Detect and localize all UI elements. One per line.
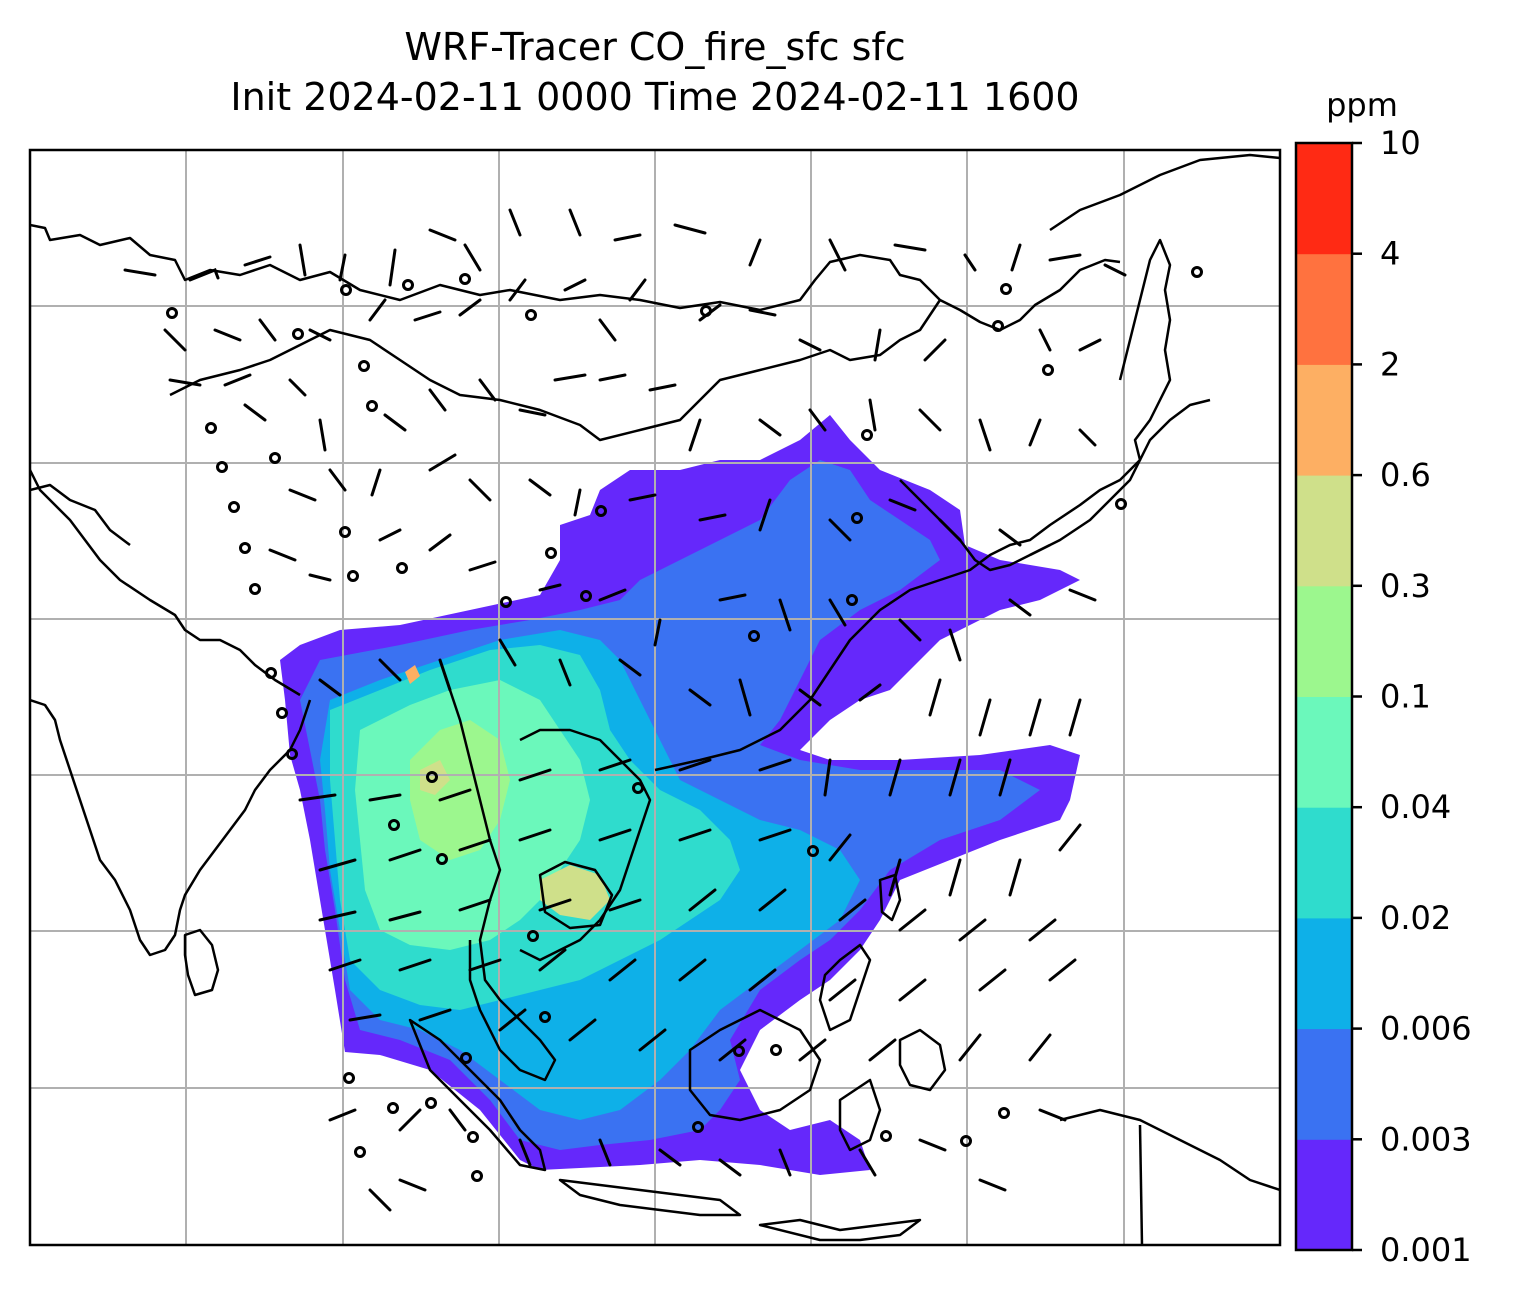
wind-barbs [123,208,1127,1212]
coastline-cambodia [538,860,614,930]
coastline-png-border [1138,1124,1144,1245]
barb-row-5 [268,528,1097,662]
colorbar-tick-label: 0.006 [1380,1010,1472,1048]
barb-row-9 [318,888,1057,942]
barb-row-10 [328,948,1077,1002]
coastline-china-coast [654,398,1211,772]
gridlines [30,150,1280,1245]
coastline-india-west [30,698,312,957]
map-title: WRF-Tracer CO_fire_sfc sfc Init 2024-02-… [30,22,1280,122]
coastline-vietnam [519,728,652,962]
coastline-borneo [688,1008,822,1122]
colorbar-segment [1296,696,1352,808]
barb-row-8 [318,823,1082,897]
colorbar-segment [1296,917,1352,1030]
coastline-arabian-border [30,483,131,546]
barb-row-2 [163,278,1102,362]
colorbar-segment [1296,475,1352,587]
coastline-mongolia-china-border [169,299,942,442]
coastline-sumatra [408,1018,547,1172]
calm-wind-markers [166,266,1203,1182]
coastline-sri-lanka [183,928,220,997]
colorbar-tick-label: 2 [1380,345,1400,383]
coastline-korea [899,479,1051,572]
colorbar-segment [1296,585,1352,697]
contour-level-03 [540,865,610,920]
map-frame [28,148,1282,1247]
colorbar-tick-label: 0.02 [1380,899,1451,937]
title-line-1: WRF-Tracer CO_fire_sfc sfc [404,25,906,69]
coastline-new-guinea [1059,1108,1280,1192]
barb-row-6 [318,638,1082,737]
colorbar-tick-label: 0.6 [1380,456,1431,494]
colorbar: 0.001 0.003 0.006 0.02 0.04 0.1 0.3 0.6 2 4 10 [1294,124,1472,1269]
colorbar-segment [1296,1139,1352,1251]
barb-row-3 [168,373,1097,452]
colorbar-tick-label: 0.1 [1380,678,1431,716]
colorbar-unit: ppm [1326,86,1398,124]
contour-level-06 [405,665,420,684]
colorbar-tick-label: 0.04 [1380,788,1451,826]
coastline-india [30,469,301,697]
coastline-philippines [818,943,872,1032]
colorbar-tick-label: 0.003 [1380,1120,1472,1158]
coastline-philippines-south [898,1028,947,1092]
coastline-timor [758,1218,922,1242]
colorbar-segment [1296,253,1352,365]
coastline-indochina [448,689,557,1082]
barb-row-4 [288,453,1022,547]
colorbar-tick-label: 0.3 [1380,567,1431,605]
colorbar-tick-label: 0.001 [1380,1231,1472,1269]
coastline-java [558,1178,742,1217]
barb-row-12 [328,1108,1067,1212]
title-line-2: Init 2024-02-11 0000 Time 2024-02-11 160… [230,75,1080,119]
colorbar-tick-label: 10 [1380,124,1421,162]
colorbar-segment [1296,807,1352,919]
barb-row-7 [298,758,1012,802]
colorbar-segment [1296,143,1352,255]
map-plot-area [30,150,1280,1245]
coastline-sulawesi [838,1078,882,1152]
coastline-taiwan [878,873,902,922]
barb-row-1 [123,208,1127,287]
colorbar-segment [1296,1028,1352,1140]
coastline-korea-japan-sea [1049,153,1280,232]
coastline-japan [1029,238,1172,557]
coastlines [30,153,1280,1245]
barb-row-11 [348,1008,1052,1062]
colorbar-segment [1296,364,1352,476]
coastline-north-border [30,223,1121,332]
colorbar-tick-label: 4 [1380,235,1400,273]
